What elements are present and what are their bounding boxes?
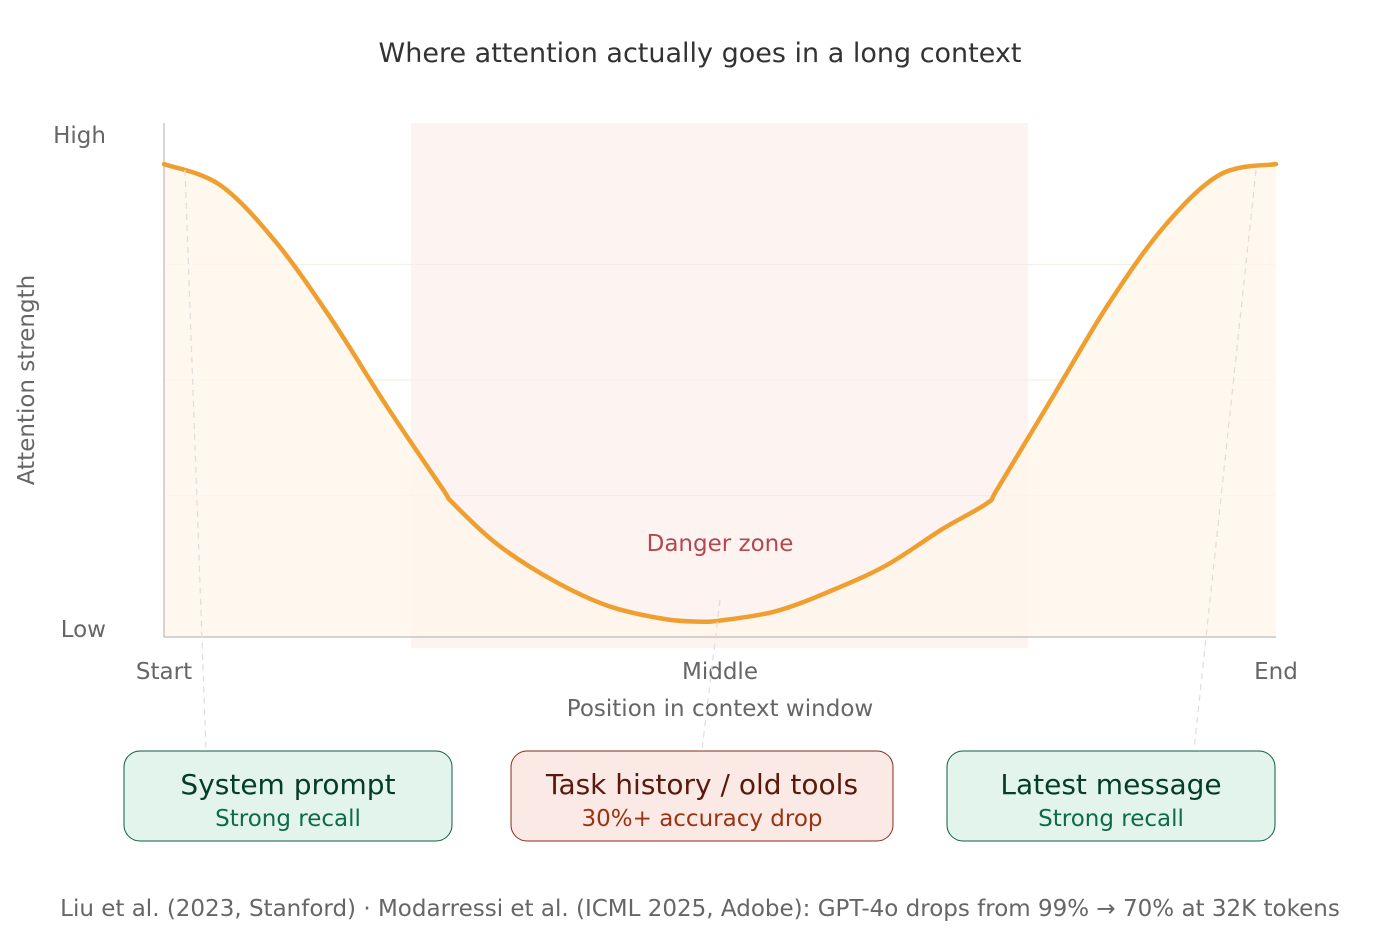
card-title-1: Task history / old tools xyxy=(545,768,858,801)
card-connector-2 xyxy=(1193,169,1257,751)
card-box-2 xyxy=(946,750,1276,842)
card-subtitle-1: 30%+ accuracy drop xyxy=(581,806,822,832)
card-0: System prompt Strong recall xyxy=(123,750,453,842)
danger-zone-label: Danger zone xyxy=(647,531,794,557)
card-box-0 xyxy=(123,750,453,842)
y-tick-label-0: Low xyxy=(61,617,106,643)
card-connector-0 xyxy=(184,169,207,751)
x-tick-label-0: Start xyxy=(136,659,192,685)
x-tick-label-1: Middle xyxy=(682,659,758,685)
card-connector-1 xyxy=(701,599,721,751)
footnote: Liu et al. (2023, Stanford) · Modarressi… xyxy=(60,896,1340,922)
plot-area: Danger zone Low High Start Middle End xyxy=(53,123,1298,685)
attention-area xyxy=(164,164,1276,637)
series-line xyxy=(161,161,1279,625)
card-subtitle-0: Strong recall xyxy=(215,806,361,832)
x-tick-label-2: End xyxy=(1254,659,1298,685)
y-axis-label: Attention strength xyxy=(14,275,40,485)
x-axis-label: Position in context window xyxy=(567,696,873,722)
card-1: Task history / old tools 30%+ accuracy dr… xyxy=(510,750,894,842)
card-2: Latest message Strong recall xyxy=(946,750,1276,842)
cards: System prompt Strong recall Task history /… xyxy=(123,169,1276,842)
card-box-1 xyxy=(510,750,894,842)
chart-title: Where attention actually goes in a long … xyxy=(379,38,1022,69)
card-title-2: Latest message xyxy=(1000,768,1221,801)
card-subtitle-2: Strong recall xyxy=(1038,806,1184,832)
card-title-0: System prompt xyxy=(180,768,395,801)
y-tick-label-1: High xyxy=(53,123,106,149)
